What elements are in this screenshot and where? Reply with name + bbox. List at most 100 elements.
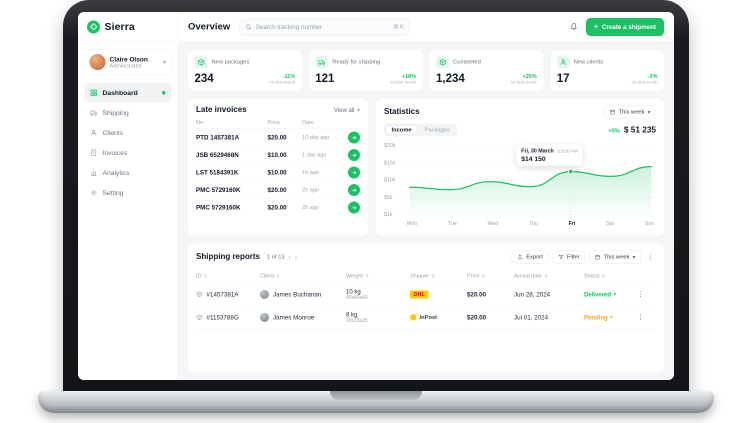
notifications-button[interactable] [569, 23, 578, 32]
package-icon [194, 55, 208, 69]
dashboard-app: Sierra Claire Olson Administrator ▾ [78, 12, 674, 380]
calendar-icon [595, 254, 600, 260]
status-dropdown[interactable]: Pending ▾ [584, 313, 613, 321]
table-row: #1457381A James Buchanan 10 kg 40x40x40 D… [196, 283, 656, 306]
dhl-logo: DHL [410, 290, 429, 299]
brand: Sierra [78, 12, 178, 42]
package-icon [196, 314, 202, 321]
nav-label: Invoices [102, 148, 128, 157]
chevron-down-icon: ▾ [162, 58, 166, 66]
client-avatar [260, 289, 269, 299]
nav-label: Dashboard [102, 88, 138, 97]
send-invoice-button[interactable] [348, 201, 360, 214]
laptop-screen-bezel: Sierra Claire Olson Administrator ▾ [63, 0, 689, 392]
panel-title: Shipping reports [196, 252, 260, 262]
period-selector[interactable]: This week ▾ [589, 250, 641, 264]
sort-icon[interactable]: ⇅ [601, 273, 606, 279]
arrow-right-icon [352, 153, 357, 157]
active-indicator-dot [162, 90, 166, 95]
person-icon [556, 55, 570, 69]
late-invoices-panel: Late invoices View all ▾ No Price [188, 98, 368, 236]
user-role: Administrator [109, 62, 142, 69]
period-selector[interactable]: This week ▾ [604, 105, 656, 119]
tab-packages[interactable]: Packages [424, 127, 450, 133]
brand-name: Sierra [104, 20, 135, 33]
nav-label: Setting [102, 188, 124, 197]
row-menu-icon[interactable]: ⋮ [637, 313, 644, 321]
sort-icon[interactable]: ⇅ [276, 273, 280, 279]
document-icon [91, 149, 97, 156]
chevron-down-icon: ▾ [356, 106, 360, 114]
keyboard-shortcut: ⌘ K [393, 24, 404, 30]
invoice-row: LST 5184391K $10.00 1h ago [196, 163, 360, 182]
bell-icon [570, 23, 577, 31]
stat-cards: New packages 234 -11% vs last week Ready … [188, 50, 664, 91]
invoice-row: JSB 6529468N $10.00 1 day ago [196, 146, 360, 164]
chart-series-tabs: Income Packages [384, 123, 458, 137]
user-profile[interactable]: Claire Olson Administrator ▾ [84, 49, 172, 75]
more-options-icon[interactable]: ⋮ [647, 252, 654, 261]
send-invoice-button[interactable] [348, 149, 360, 161]
user-name: Claire Olson [109, 55, 148, 63]
sidebar-item-dashboard[interactable]: Dashboard [84, 83, 172, 102]
invoice-row: PMC 5729160K $20.00 2h ago [196, 198, 360, 217]
income-chart: $20k $15k $10k $5k $1k [384, 143, 656, 218]
arrow-right-icon [352, 188, 357, 192]
sidebar: Sierra Claire Olson Administrator ▾ [78, 12, 178, 380]
chevron-down-icon: ▾ [632, 253, 636, 261]
y-axis-labels: $20k $15k $10k $5k $1k [384, 142, 396, 218]
create-shipment-button[interactable]: + Create a shipment [585, 17, 664, 36]
table-header-row: ID ⇅ Client ⇅ Weight ⇅ Shipper ⇅ Price ⇅ Arri… [196, 270, 656, 283]
table-row: #1153788G James Monroe 8 kg 20x15x25 InPo… [196, 306, 656, 329]
inpost-logo: InPost [410, 314, 467, 321]
export-button[interactable]: Export [511, 250, 549, 264]
status-dropdown[interactable]: Delivered ▾ [584, 290, 617, 298]
sidebar-item-analytics[interactable]: Analytics [84, 163, 172, 182]
delta-badge: +18% [401, 73, 416, 80]
shipping-reports-panel: Shipping reports 1 of 13 ‹ › Export [188, 243, 664, 372]
sidebar-item-clients[interactable]: Clients [84, 123, 172, 142]
sidebar-item-setting[interactable]: Setting [84, 183, 172, 202]
sort-icon[interactable]: ⇅ [481, 273, 486, 279]
chart-plot-area[interactable]: Fri, 30 March 12:00 AM $14 150 [405, 143, 656, 218]
chevron-down-icon: ▾ [613, 291, 617, 297]
sidebar-item-shipping[interactable]: Shipping [84, 103, 172, 122]
arrow-right-icon [352, 170, 357, 175]
panel-title: Statistics [384, 107, 420, 117]
row-menu-icon[interactable]: ⋮ [637, 290, 644, 298]
sort-icon[interactable]: ⇅ [365, 273, 369, 279]
tab-income[interactable]: Income [385, 125, 418, 135]
stat-card-completed: Completed 1,234 +25% vs last week [429, 50, 544, 91]
chevron-left-icon[interactable]: ‹ [288, 253, 291, 261]
stat-card-ready-for-shipping: Ready for shipping 121 +18% vs last week [308, 50, 423, 91]
search-icon [245, 24, 251, 30]
sort-icon[interactable]: ⇅ [543, 273, 548, 279]
view-all-link[interactable]: View all ▾ [333, 106, 360, 114]
chevron-right-icon[interactable]: › [294, 253, 298, 261]
gear-icon [91, 189, 97, 196]
screen-content: Sierra Claire Olson Administrator ▾ [78, 12, 674, 380]
send-invoice-button[interactable] [348, 131, 360, 144]
delta-badge: +25% [522, 73, 537, 80]
sidebar-item-invoices[interactable]: Invoices [84, 143, 172, 162]
invoice-column-headers: No Price Date [196, 119, 314, 126]
send-invoice-button[interactable] [348, 166, 360, 179]
weekly-total: $ 51 235 [623, 125, 656, 135]
nav-label: Shipping [102, 108, 129, 117]
webcam-dot [374, 5, 378, 9]
filter-button[interactable]: Filter [552, 250, 586, 264]
send-invoice-button[interactable] [348, 184, 360, 196]
dashboard-content: New packages 234 -11% vs last week Ready … [178, 42, 674, 380]
client-avatar [260, 312, 269, 322]
nav-label: Analytics [102, 168, 130, 177]
sort-icon[interactable]: ⇅ [430, 273, 435, 279]
main-area: Overview ⌘ K + Create a [178, 12, 674, 380]
sort-icon[interactable]: ⇅ [203, 273, 208, 279]
page-indicator: 1 of 13 [267, 254, 285, 260]
user-avatar [89, 54, 106, 70]
chart-tooltip: Fri, 30 March 12:00 AM $14 150 [516, 144, 583, 166]
arrow-right-icon [352, 205, 357, 210]
search-input[interactable] [255, 23, 390, 31]
bar-chart-icon [91, 170, 97, 176]
